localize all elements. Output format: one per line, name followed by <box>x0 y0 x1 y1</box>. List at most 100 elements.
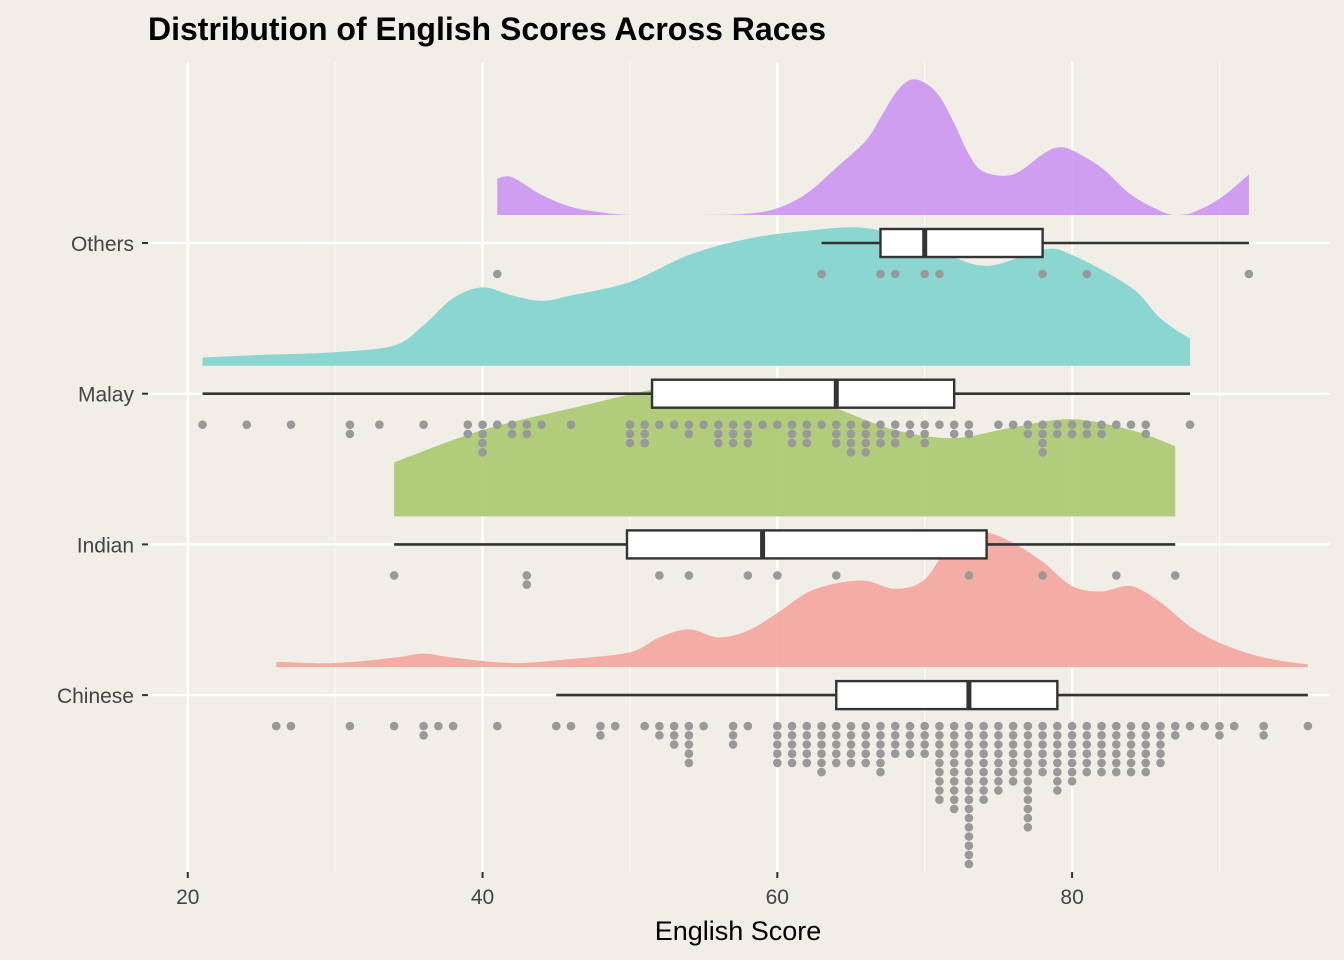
rain-point <box>846 749 856 758</box>
rain-point <box>979 721 988 731</box>
rain-point <box>949 758 959 768</box>
rain-point <box>743 420 753 430</box>
rain-point <box>1053 429 1062 439</box>
rain-point <box>831 749 841 758</box>
rain-point <box>787 429 797 439</box>
rain-point <box>1126 749 1136 758</box>
rain-point <box>242 420 252 430</box>
rain-point <box>1156 758 1165 768</box>
rain-point <box>890 429 900 439</box>
rain-point <box>389 571 399 580</box>
rain-point <box>655 721 664 731</box>
rain-point <box>389 721 399 731</box>
rain-point <box>375 420 384 430</box>
rain-point <box>1082 731 1092 740</box>
rain-point <box>846 731 856 740</box>
x-tick-label: 20 <box>176 886 199 909</box>
rain-point <box>728 420 738 430</box>
x-tick-label: 40 <box>471 886 494 909</box>
rain-point <box>905 420 915 430</box>
x-tick-label: 80 <box>1060 886 1083 909</box>
rain-point <box>1038 438 1047 448</box>
rain-point <box>669 740 679 749</box>
rain-point <box>979 767 988 777</box>
rain-point <box>1023 777 1033 786</box>
rain-point <box>802 758 812 768</box>
rain-point <box>935 795 944 804</box>
rain-point <box>994 740 1003 749</box>
rain-point <box>964 749 974 758</box>
rain-point <box>1023 420 1033 430</box>
rain-point <box>1259 721 1268 731</box>
rain-point <box>920 731 930 740</box>
rain-point <box>1082 721 1092 731</box>
rain-point <box>1141 429 1151 439</box>
rain-point <box>1111 571 1121 580</box>
rain-point <box>831 731 841 740</box>
rain-point <box>1303 721 1313 731</box>
density-cloud-others <box>497 79 1249 215</box>
rain-point <box>1053 777 1062 786</box>
rain-point <box>1023 731 1033 740</box>
rain-point <box>905 429 915 439</box>
rain-point <box>1067 777 1077 786</box>
rain-point <box>684 749 694 758</box>
rain-point <box>478 420 487 430</box>
rain-point <box>1082 269 1092 279</box>
rain-point <box>1023 795 1033 804</box>
rain-point <box>1023 804 1033 814</box>
rain-point <box>964 786 974 795</box>
rain-point <box>787 420 797 430</box>
rain-point <box>699 721 708 731</box>
rain-point <box>492 269 502 279</box>
rain-point <box>935 740 944 749</box>
rain-point <box>861 429 871 439</box>
rain-point <box>964 721 974 731</box>
rain-point <box>787 438 797 448</box>
rain-point <box>1067 429 1077 439</box>
rain-point <box>817 269 826 279</box>
rain-point <box>1141 749 1151 758</box>
rain-point <box>949 767 959 777</box>
rain-point <box>861 740 871 749</box>
rain-point <box>1023 758 1033 768</box>
rain-point <box>492 721 502 731</box>
rain-point <box>1067 420 1077 430</box>
y-tick-label: Indian <box>77 534 134 557</box>
rain-point <box>773 721 782 731</box>
rain-point <box>1038 448 1047 457</box>
rain-point <box>625 420 635 430</box>
rain-point <box>935 721 944 731</box>
rain-point <box>1008 420 1018 430</box>
rain-point <box>345 429 355 439</box>
rain-point <box>861 448 871 457</box>
rain-point <box>964 804 974 814</box>
rain-point <box>1215 731 1224 740</box>
rain-point <box>890 721 900 731</box>
rain-point <box>684 571 694 580</box>
rain-point <box>478 448 487 457</box>
rain-point <box>758 420 767 430</box>
rain-point <box>1141 420 1151 430</box>
rain-point <box>1126 420 1136 430</box>
rain-point <box>1008 767 1018 777</box>
rain-point <box>1038 749 1047 758</box>
rain-point <box>1215 721 1224 731</box>
rain-point <box>596 731 605 740</box>
rain-point <box>566 420 576 430</box>
rain-point <box>655 420 664 430</box>
rain-point <box>817 767 826 777</box>
rain-point <box>1156 731 1165 740</box>
rain-point <box>802 429 812 439</box>
rain-point <box>1185 721 1195 731</box>
rain-point <box>669 721 679 731</box>
rain-point <box>669 731 679 740</box>
rain-point <box>1126 758 1136 768</box>
rain-point <box>1097 740 1106 749</box>
rain-point <box>802 438 812 448</box>
rain-point <box>964 850 974 860</box>
rain-point <box>817 740 826 749</box>
rain-point <box>1067 740 1077 749</box>
rain-point <box>890 749 900 758</box>
rain-point <box>773 758 782 768</box>
